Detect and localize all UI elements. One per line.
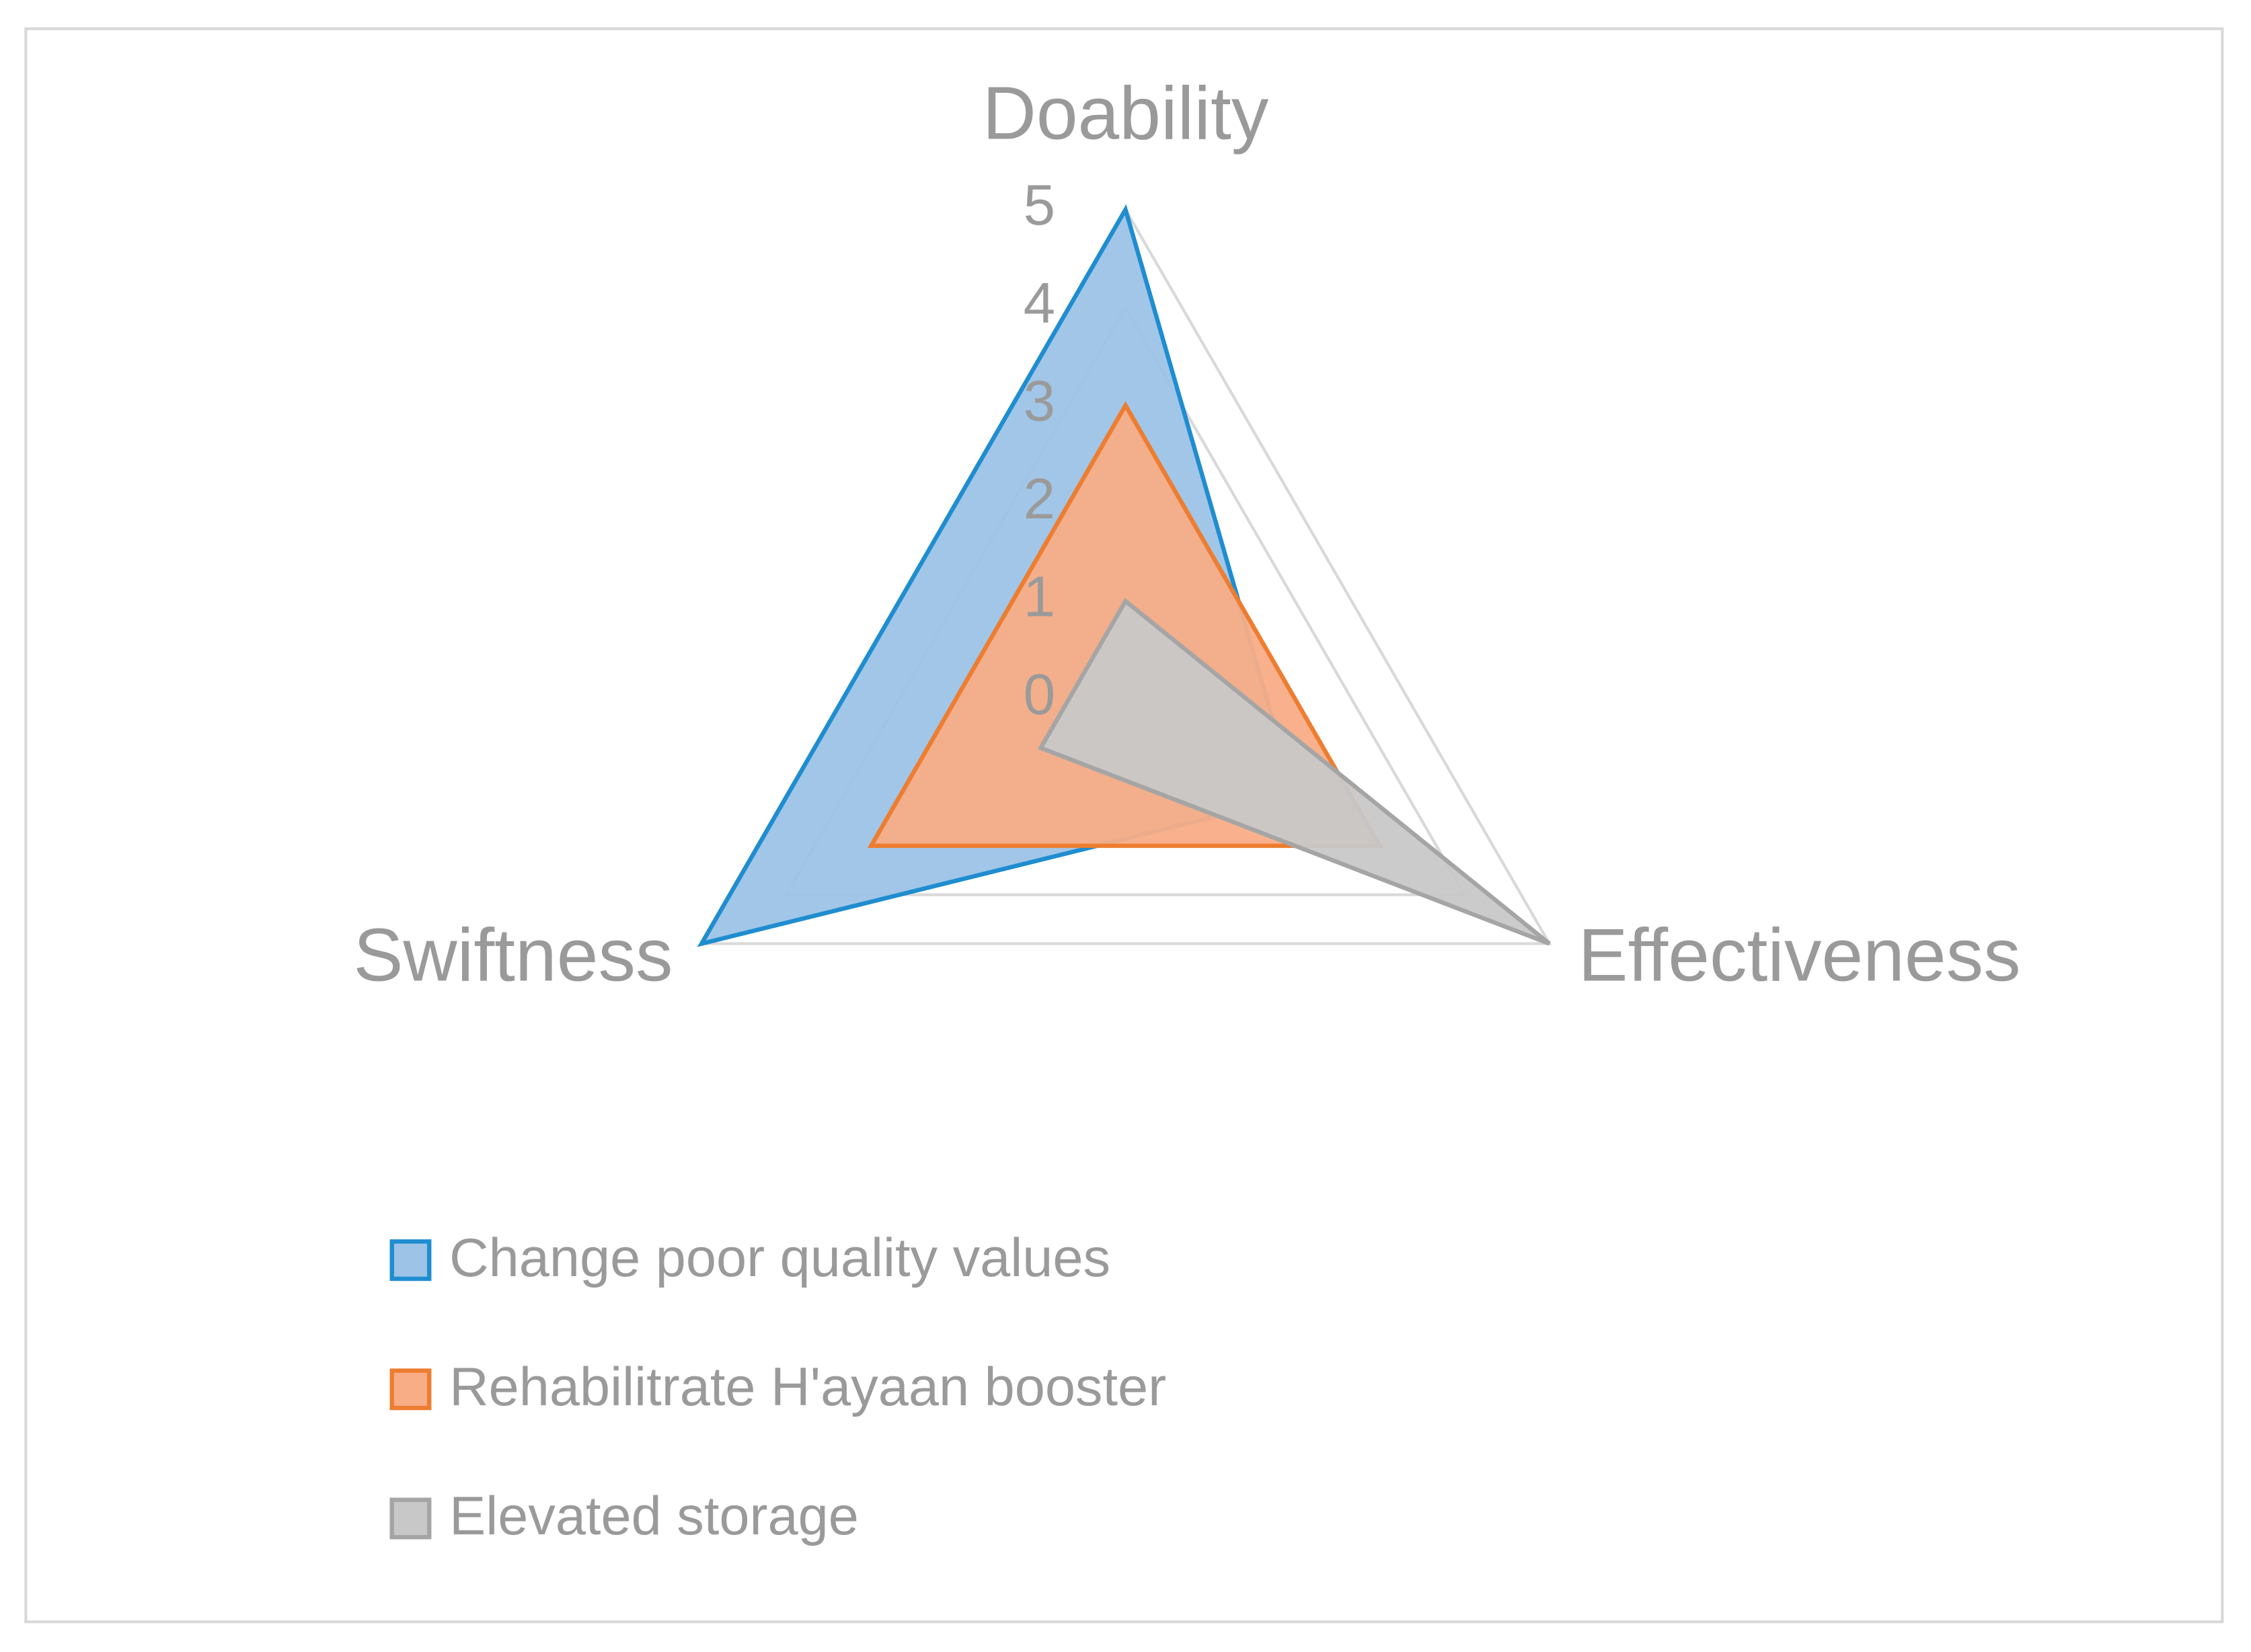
tick-label: 2 bbox=[1024, 467, 1055, 531]
legend-label: Rehabilitrate H'ayaan booster bbox=[449, 1357, 1166, 1417]
labels: 0 1 2 3 4 5 Doability Effectiveness Swiftness bbox=[354, 72, 2021, 997]
legend-marker bbox=[389, 1368, 432, 1411]
legend: Change poor quality values Rehabilitrate … bbox=[389, 1228, 1166, 1546]
series-area bbox=[1037, 598, 1551, 946]
category-label: Effectiveness bbox=[1578, 913, 2021, 996]
tick-label: 0 bbox=[1024, 663, 1055, 727]
tick-label: 5 bbox=[1024, 173, 1055, 237]
tick-label: 4 bbox=[1024, 272, 1055, 336]
tick-label: 3 bbox=[1024, 369, 1055, 433]
legend-marker bbox=[389, 1239, 432, 1282]
tick-label: 1 bbox=[1024, 565, 1055, 629]
legend-label: Elevated storage bbox=[449, 1486, 859, 1546]
legend-label: Change poor quality values bbox=[449, 1228, 1110, 1288]
legend-marker bbox=[389, 1497, 432, 1540]
category-label: Doability bbox=[983, 72, 1269, 155]
plot-area bbox=[697, 204, 1551, 947]
category-label: Swiftness bbox=[354, 913, 673, 996]
